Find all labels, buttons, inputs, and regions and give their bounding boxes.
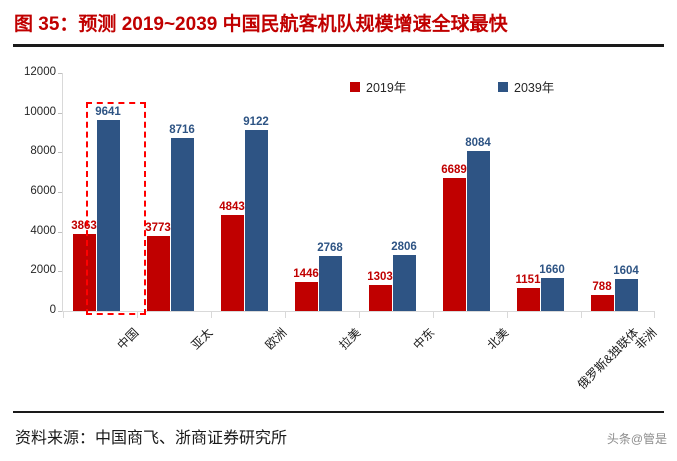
x-axis-label-北美: 北美 bbox=[484, 325, 512, 353]
x-axis-tick-mark bbox=[63, 312, 64, 318]
bar-value-label: 3773 bbox=[145, 222, 171, 235]
bar-value-label: 1303 bbox=[367, 271, 393, 284]
bar-group: 788 1604 bbox=[581, 73, 655, 311]
title-divider bbox=[13, 44, 664, 47]
bar-value-label: 1446 bbox=[293, 268, 319, 281]
x-axis-tick-mark bbox=[581, 312, 582, 318]
bar-value-label: 9641 bbox=[95, 105, 121, 118]
y-axis-tick-label: 12000 bbox=[24, 66, 56, 78]
x-axis-line bbox=[63, 311, 655, 312]
x-axis-tick-mark bbox=[433, 312, 434, 318]
bar-2039年-欧洲[interactable] bbox=[244, 130, 268, 311]
x-axis-tick-mark bbox=[211, 312, 212, 318]
y-axis-tick-label: 2000 bbox=[30, 264, 56, 277]
y-axis-tick-labels: 0 2000 4000 6000 8000 10000 12000 bbox=[10, 50, 56, 330]
y-axis-tick-mark bbox=[58, 311, 63, 312]
bar-2019年-非洲[interactable] bbox=[590, 295, 614, 311]
bar-2019年-亚太[interactable] bbox=[146, 236, 170, 311]
y-axis-tick-label: 0 bbox=[49, 304, 56, 316]
bar-group: 1446 2768 bbox=[285, 73, 359, 311]
bar-value-label: 4843 bbox=[219, 200, 245, 213]
bar-2039年-亚太[interactable] bbox=[170, 138, 194, 311]
bar-group: 6689 8084 bbox=[433, 73, 507, 311]
bar-group: 1303 2806 bbox=[359, 73, 433, 311]
bar-2019年-北美[interactable] bbox=[442, 178, 466, 311]
y-axis-tick-mark bbox=[58, 231, 63, 233]
y-axis-tick-mark bbox=[58, 112, 63, 114]
bar-2039年-俄罗斯&独联体[interactable] bbox=[540, 278, 564, 311]
legend-label: 2019年 bbox=[366, 81, 407, 95]
bar-group: 3773 8716 bbox=[137, 73, 211, 311]
bar-2019年-欧洲[interactable] bbox=[220, 214, 244, 311]
bar-2019年-拉美[interactable] bbox=[294, 282, 318, 311]
bar-value-label: 8716 bbox=[169, 124, 195, 137]
bar-2039年-中国[interactable] bbox=[96, 119, 120, 311]
x-axis-label-非洲: 非洲 bbox=[632, 325, 660, 353]
bar-value-label: 2768 bbox=[317, 242, 343, 255]
x-axis-category-labels: 中国 亚太 欧洲 拉美 中东 北美 俄罗斯&独联体 非洲 bbox=[63, 318, 659, 395]
bar-value-label: 6689 bbox=[441, 164, 467, 177]
bar-2039年-中东[interactable] bbox=[392, 255, 416, 311]
x-axis-label-欧洲: 欧洲 bbox=[262, 325, 290, 353]
bar-value-label: 3863 bbox=[71, 220, 97, 233]
y-axis-tick-label: 10000 bbox=[24, 105, 56, 118]
y-axis-line bbox=[62, 73, 63, 312]
bar-value-label: 788 bbox=[592, 281, 612, 294]
y-axis-tick-mark bbox=[58, 192, 63, 193]
page-title: 图 35：预测 2019~2039 中国民航客机队规模增速全球最快 bbox=[14, 14, 508, 35]
figure-title-bar: 图 35：预测 2019~2039 中国民航客机队规模增速全球最快 bbox=[0, 0, 677, 47]
x-axis-label-中东: 中东 bbox=[410, 325, 438, 353]
bar-2039年-拉美[interactable] bbox=[318, 256, 342, 311]
x-axis-label-中国: 中国 bbox=[114, 325, 142, 353]
x-axis-label-亚太: 亚太 bbox=[188, 325, 216, 353]
legend-item-2039年[interactable]: 2039年 bbox=[498, 77, 554, 96]
bar-value-label: 1151 bbox=[515, 274, 541, 287]
bar-value-label: 1660 bbox=[539, 264, 565, 277]
bar-group: 1151 1660 bbox=[507, 73, 581, 311]
bar-value-label: 9122 bbox=[243, 116, 269, 129]
y-axis-tick-label: 8000 bbox=[30, 145, 56, 158]
bar-value-label: 2806 bbox=[391, 241, 417, 254]
bar-2039年-非洲[interactable] bbox=[614, 279, 638, 311]
source-note: 资料来源：中国商飞、浙商证券研究所 bbox=[15, 428, 288, 447]
bar-value-label: 1604 bbox=[613, 265, 639, 278]
bar-chart: 0 2000 4000 6000 8000 10000 12000 2019年 2039年 3… bbox=[0, 50, 677, 395]
x-axis-tick-mark bbox=[359, 312, 360, 318]
bar-group: 4843 9122 bbox=[211, 73, 285, 311]
legend-label: 2039年 bbox=[514, 81, 555, 95]
x-axis-tick-mark bbox=[137, 312, 138, 318]
x-axis-tick-mark bbox=[285, 312, 286, 318]
legend-item-2019年[interactable]: 2019年 bbox=[350, 77, 406, 96]
legend-swatch-icon bbox=[498, 81, 508, 92]
y-axis-tick-mark bbox=[58, 73, 63, 74]
bar-2039年-北美[interactable] bbox=[466, 150, 490, 311]
footer-divider bbox=[13, 411, 664, 413]
x-axis-label-俄罗斯&独联体: 俄罗斯&独联体 bbox=[574, 325, 642, 392]
bar-2019年-俄罗斯&独联体[interactable] bbox=[516, 288, 540, 311]
y-axis-tick-marks bbox=[58, 50, 64, 330]
bar-group: 3863 9641 bbox=[63, 73, 137, 311]
bar-2019年-中东[interactable] bbox=[368, 285, 392, 311]
watermark-label: 头条@管是 bbox=[606, 432, 667, 446]
x-axis-tick-mark bbox=[654, 312, 655, 318]
x-axis-tick-mark bbox=[507, 312, 508, 318]
plot-area: 3863 9641 3773 8716 4843 9122 1446 2768 1303 2806… bbox=[63, 73, 655, 311]
x-axis-label-拉美: 拉美 bbox=[336, 325, 364, 353]
x-axis-tick-marks bbox=[63, 312, 655, 318]
legend-swatch-icon bbox=[350, 81, 360, 92]
y-axis-tick-label: 6000 bbox=[30, 185, 56, 197]
y-axis-tick-mark bbox=[58, 152, 63, 154]
bar-value-label: 8084 bbox=[465, 136, 491, 149]
y-axis-tick-mark bbox=[58, 271, 63, 273]
bar-2019年-中国[interactable] bbox=[72, 234, 96, 311]
y-axis-tick-label: 4000 bbox=[30, 224, 56, 237]
